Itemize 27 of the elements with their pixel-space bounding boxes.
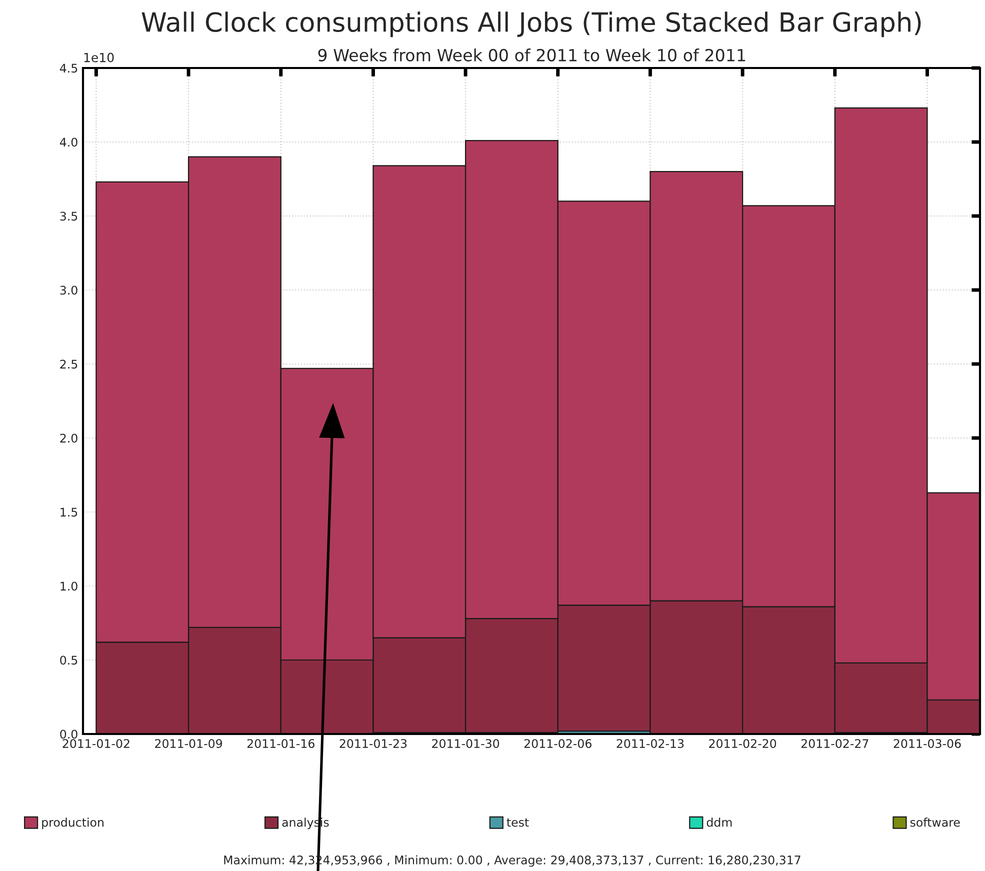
y-tick-label: 1.5 [60,508,78,517]
x-tick-label: 2011-01-23 [340,739,407,748]
legend-label: ddm [706,818,732,827]
y-tick-label: 3.5 [60,212,78,221]
text: 1e10 [84,52,114,62]
y-tick-label: 2.5 [60,360,78,369]
y-tick-label: 3.0 [60,286,78,295]
y-tick-label: 2.0 [60,434,78,443]
x-tick-label: 2011-01-16 [247,739,314,748]
legend-label: software [910,818,960,827]
x-tick-label: 2011-03-06 [894,739,961,748]
y-tick-label: 1.0 [60,582,78,591]
y-tick-label: 4.5 [60,64,78,73]
y-tick-label: 0.5 [60,656,78,665]
x-tick-label: 2011-01-09 [155,739,222,748]
x-tick-label: 2011-02-06 [524,739,592,748]
y-tick-label: 4.0 [60,138,78,147]
chart-title: Wall Clock consumptions All Jobs (Time Stacked Bar Graph) [142,12,921,38]
x-tick-label: 2011-02-27 [801,739,868,748]
legend-label: test [506,818,529,827]
x-tick-label: 2011-02-13 [616,739,684,748]
x-tick-label: 2011-02-20 [709,739,776,748]
chart-subtitle: 9 Weeks from Week 00 of 2011 to Week 10 of 2011 [318,48,746,62]
x-tick-label: 2011-01-02 [62,739,130,748]
y-tick-label: 0.0 [60,730,78,739]
x-tick-label: 2011-01-30 [432,739,500,748]
legend-label: production [42,818,104,830]
